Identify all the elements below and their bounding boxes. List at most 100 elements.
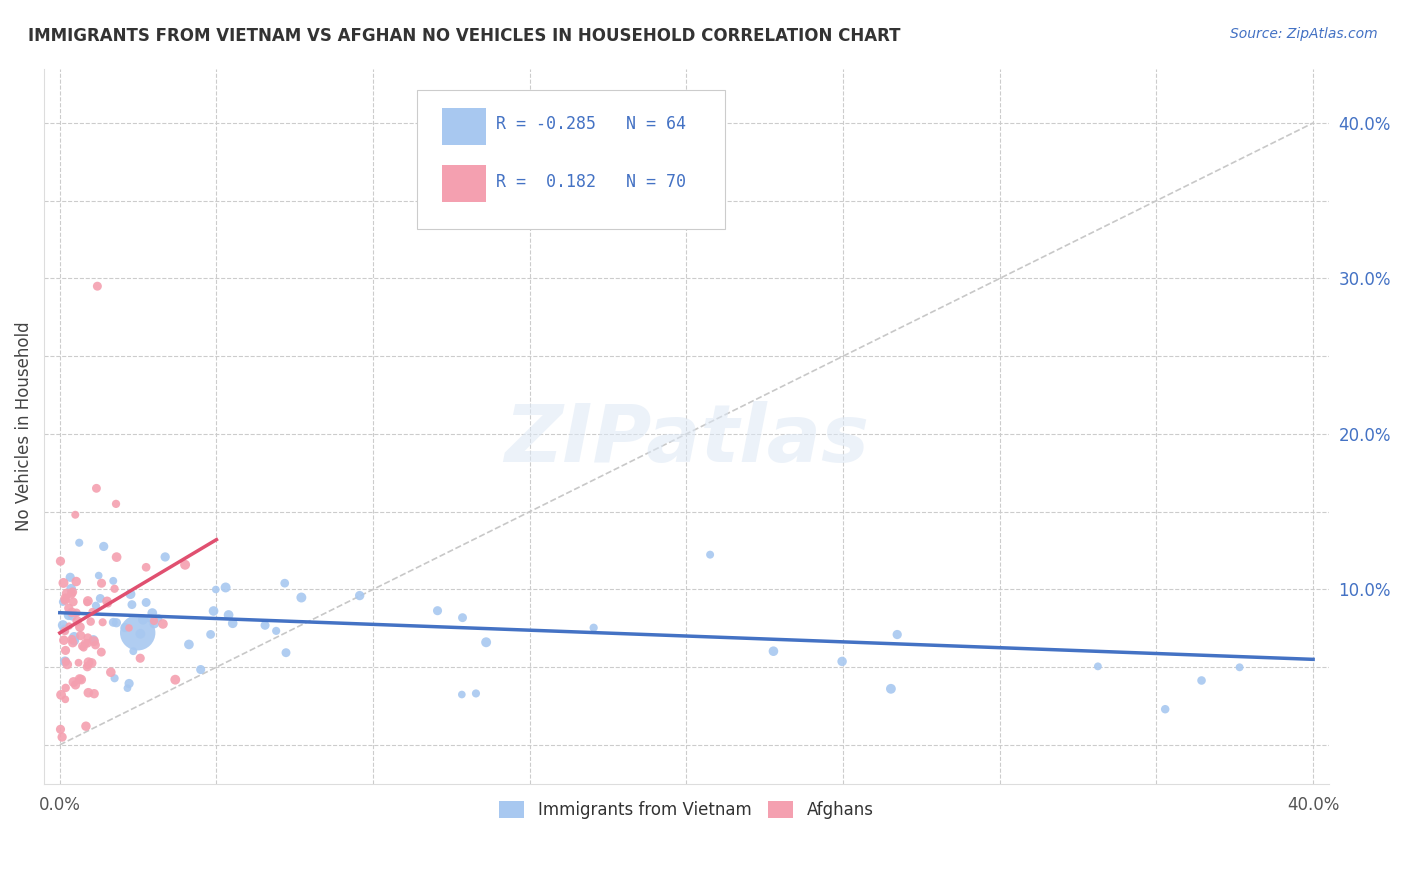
Point (76, 595, 98, 609)
Point (274, 576, 297, 591)
Point (105, 497, 128, 511)
Point (72, 639, 94, 653)
Point (290, 591, 312, 605)
Point (120, 587, 142, 601)
Point (58, 601, 80, 615)
Point (254, 618, 277, 632)
Point (90, 645, 112, 659)
Point (49, 723, 72, 737)
Point (89, 591, 111, 606)
Point (103, 574, 125, 588)
Point (1191, 673, 1213, 688)
Point (75, 636, 97, 650)
Point (53, 593, 76, 607)
Point (76, 659, 98, 673)
Point (76, 658, 98, 673)
Point (202, 604, 225, 618)
Point (82, 632, 104, 647)
Point (62, 585, 84, 599)
Point (58, 608, 80, 623)
Point (63, 633, 86, 648)
Point (165, 673, 187, 687)
Point (77, 655, 100, 669)
Point (886, 627, 908, 641)
Point (143, 616, 166, 631)
Point (60, 609, 83, 624)
Point (177, 637, 200, 651)
Point (62, 675, 84, 690)
Point (205, 582, 228, 597)
Point (93, 540, 115, 554)
Point (69, 672, 91, 686)
Point (75, 719, 97, 733)
Point (49, 688, 72, 702)
Point (135, 560, 157, 574)
Point (264, 624, 287, 638)
Point (63, 630, 86, 644)
Point (80, 656, 103, 670)
Point (60, 632, 83, 647)
Point (72, 640, 94, 655)
Point (60, 587, 83, 601)
Point (699, 548, 721, 562)
Point (52, 633, 75, 648)
Point (55, 643, 77, 657)
Point (76, 631, 98, 645)
Point (152, 616, 174, 631)
Point (77, 594, 100, 608)
Point (60, 582, 83, 596)
Point (65, 574, 87, 589)
FancyBboxPatch shape (416, 90, 725, 229)
Point (90, 576, 112, 591)
Text: IMMIGRANTS FROM VIETNAM VS AFGHAN NO VEHICLES IN HOUSEHOLD CORRELATION CHART: IMMIGRANTS FROM VIETNAM VS AFGHAN NO VEH… (28, 27, 901, 45)
Point (62, 636, 84, 650)
Point (274, 646, 297, 660)
Legend: Immigrants from Vietnam, Afghans: Immigrants from Vietnam, Afghans (492, 794, 880, 825)
Point (465, 686, 488, 700)
Point (122, 644, 145, 658)
FancyBboxPatch shape (443, 165, 486, 202)
Point (52, 576, 75, 591)
Point (86, 481, 108, 495)
Point (1229, 660, 1251, 674)
Point (59, 570, 82, 584)
Point (51, 730, 73, 744)
Point (141, 606, 163, 620)
Point (53, 655, 76, 669)
Point (143, 614, 166, 628)
Point (103, 582, 125, 596)
Point (55, 654, 77, 668)
Point (67, 656, 90, 670)
Point (148, 611, 170, 625)
Point (103, 671, 125, 685)
Point (84, 599, 107, 613)
Point (103, 615, 125, 630)
Point (118, 676, 141, 690)
Point (82, 605, 104, 619)
Point (67, 535, 90, 549)
Point (475, 635, 498, 649)
Point (65, 678, 87, 692)
Point (56, 657, 79, 672)
Point (349, 589, 371, 603)
Point (55, 681, 77, 695)
Point (77, 686, 100, 700)
Point (831, 655, 853, 669)
Point (117, 681, 139, 695)
Point (76, 636, 98, 650)
Point (105, 615, 128, 630)
Point (66, 614, 89, 628)
Point (53, 623, 76, 637)
Point (450, 688, 472, 702)
Point (83, 687, 105, 701)
Point (153, 549, 176, 564)
Point (69, 629, 91, 643)
Point (49, 554, 72, 568)
Text: R =  0.182   N = 70: R = 0.182 N = 70 (496, 172, 686, 191)
Point (214, 581, 236, 595)
Point (65, 606, 87, 620)
Point (451, 610, 474, 624)
Point (1154, 702, 1177, 716)
Point (55, 586, 77, 600)
Point (129, 627, 152, 641)
